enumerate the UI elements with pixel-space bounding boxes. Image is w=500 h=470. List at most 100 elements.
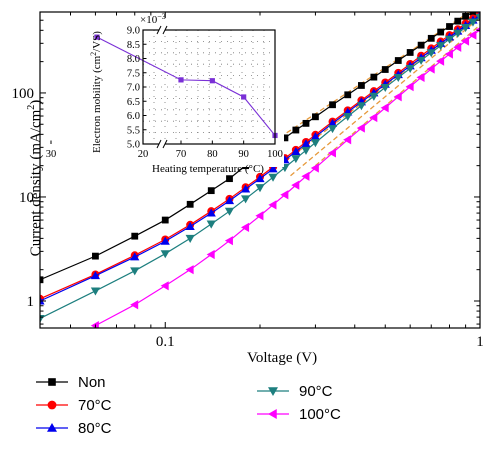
inset-y-tick-label: 9.0 bbox=[127, 26, 140, 37]
data-point bbox=[453, 42, 462, 52]
data-point bbox=[358, 82, 365, 89]
main-series-group bbox=[40, 12, 480, 328]
data-point bbox=[90, 271, 101, 280]
data-point bbox=[291, 155, 301, 164]
inset-x-tick-label: 80 bbox=[207, 149, 218, 160]
series-4 bbox=[90, 27, 480, 328]
data-point bbox=[240, 222, 250, 232]
data-point bbox=[426, 64, 435, 74]
legend-label: 100°C bbox=[299, 406, 341, 423]
inset-y-tick-label: 7.0 bbox=[127, 83, 140, 94]
data-point bbox=[437, 28, 445, 36]
data-point bbox=[460, 24, 471, 33]
data-point bbox=[280, 190, 289, 200]
data-point bbox=[343, 135, 352, 145]
data-point bbox=[356, 102, 367, 111]
inset-x-tick-label: 90 bbox=[238, 149, 249, 160]
data-point bbox=[406, 49, 414, 56]
legend-marker bbox=[48, 378, 56, 386]
data-point bbox=[380, 103, 389, 113]
data-point bbox=[240, 184, 251, 193]
data-point bbox=[310, 163, 319, 173]
data-point bbox=[186, 200, 194, 208]
data-point bbox=[427, 34, 435, 42]
data-point bbox=[417, 41, 425, 49]
data-point bbox=[206, 249, 215, 260]
axis-break-gap bbox=[159, 140, 165, 148]
data-point bbox=[301, 171, 310, 181]
data-point bbox=[226, 175, 233, 183]
inset-y-axis-label: Electron mobility (cm2/VS) bbox=[89, 31, 103, 153]
axis-break-mark bbox=[156, 139, 162, 149]
data-point bbox=[370, 73, 378, 81]
legend-label: 90°C bbox=[299, 383, 333, 400]
data-point bbox=[444, 49, 453, 59]
data-point bbox=[393, 92, 402, 102]
data-point bbox=[185, 265, 194, 275]
fit-line-2 bbox=[290, 17, 480, 177]
data-point bbox=[224, 236, 233, 246]
data-point bbox=[92, 252, 99, 260]
data-point bbox=[301, 139, 311, 148]
inset-y-tick-label: 7.5 bbox=[127, 68, 140, 79]
inset-x-tick-label: 70 bbox=[176, 149, 187, 160]
data-point bbox=[160, 236, 170, 245]
data-point bbox=[130, 252, 140, 261]
data-point bbox=[369, 112, 378, 123]
data-point bbox=[161, 216, 169, 224]
data-point bbox=[462, 12, 469, 20]
x-tick-label: 0.1 bbox=[156, 334, 175, 350]
data-point bbox=[469, 12, 477, 16]
data-point bbox=[405, 82, 414, 92]
data-point bbox=[310, 132, 321, 141]
data-point bbox=[268, 173, 278, 182]
inset-background bbox=[118, 18, 284, 167]
data-point bbox=[416, 56, 426, 65]
data-point bbox=[291, 146, 301, 156]
data-point bbox=[312, 113, 319, 121]
legend-item: 90°C bbox=[257, 383, 333, 400]
legend-marker bbox=[47, 400, 57, 410]
legend-item: 70°C bbox=[36, 397, 112, 414]
inset-grid bbox=[143, 30, 275, 144]
data-point bbox=[185, 221, 195, 230]
data-point bbox=[310, 139, 321, 148]
main-axes: 0.1 1 1 10 100 bbox=[12, 11, 484, 350]
data-point bbox=[453, 29, 463, 38]
x-tick-label: 1 bbox=[476, 334, 484, 350]
data-point bbox=[405, 64, 415, 74]
data-point bbox=[281, 134, 289, 142]
legend-marker bbox=[268, 387, 278, 396]
data-point bbox=[329, 101, 336, 109]
data-point bbox=[460, 36, 470, 46]
axis-break-mark bbox=[156, 25, 162, 35]
legend-item: 80°C bbox=[36, 420, 112, 437]
data-point bbox=[130, 300, 139, 310]
data-point bbox=[268, 164, 278, 173]
data-point bbox=[454, 17, 462, 25]
data-point bbox=[206, 208, 216, 217]
inset-y-tick-label: 8.0 bbox=[127, 54, 140, 65]
inset-x-tick-label: 20 bbox=[138, 149, 149, 160]
data-point bbox=[224, 196, 235, 205]
y-tick-label: 10 bbox=[19, 190, 34, 206]
data-point bbox=[90, 321, 99, 328]
legend-item: Non bbox=[36, 374, 106, 391]
data-point bbox=[416, 72, 425, 83]
inset-y-tick-label: 6.5 bbox=[127, 97, 140, 108]
data-point bbox=[380, 83, 390, 93]
data-point bbox=[40, 296, 45, 305]
data-point bbox=[206, 220, 216, 229]
data-point bbox=[344, 91, 352, 99]
data-point bbox=[369, 92, 379, 101]
inset-x-axis-label: Heating temperature (°C) bbox=[152, 163, 264, 175]
series-line-4 bbox=[95, 29, 480, 327]
data-point bbox=[131, 232, 139, 240]
series-0 bbox=[40, 12, 480, 284]
data-point bbox=[268, 200, 277, 210]
data-point bbox=[255, 184, 265, 193]
legend-marker bbox=[47, 423, 57, 432]
inset-data-point bbox=[241, 94, 247, 100]
legend-label: 70°C bbox=[78, 397, 112, 414]
data-point bbox=[207, 187, 215, 195]
